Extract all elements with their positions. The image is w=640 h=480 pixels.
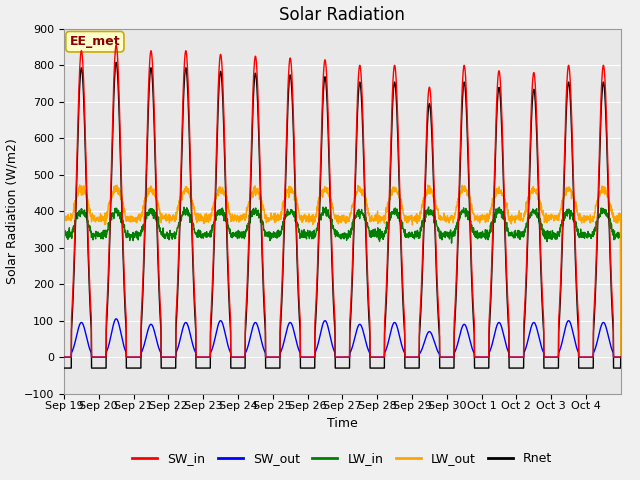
LW_in [617, 354, 625, 360]
LW_in [425, 204, 433, 210]
SW_out [542, 354, 550, 360]
SW_out [376, 354, 384, 360]
LW_out [376, 213, 384, 219]
Rnet [236, 365, 244, 371]
Legend: SW_in, SW_out, LW_in, LW_out, Rnet: SW_in, SW_out, LW_in, LW_out, Rnet [127, 447, 557, 470]
SW_in [542, 354, 550, 360]
Title: Solar Radiation: Solar Radiation [280, 6, 405, 24]
LW_out [116, 192, 124, 198]
SW_out [113, 316, 120, 322]
SW_in [236, 354, 244, 360]
LW_in [60, 232, 68, 238]
SW_out [510, 354, 518, 360]
Line: SW_in: SW_in [64, 45, 621, 357]
SW_out [609, 349, 617, 355]
Line: LW_in: LW_in [64, 207, 621, 357]
Rnet [510, 365, 518, 371]
SW_in [60, 354, 68, 360]
Rnet [542, 365, 550, 371]
SW_in [609, 313, 617, 319]
LW_in [236, 232, 244, 238]
SW_out [236, 354, 244, 360]
SW_in [376, 354, 384, 360]
LW_out [542, 218, 550, 224]
Rnet [116, 134, 124, 140]
X-axis label: Time: Time [327, 417, 358, 430]
LW_in [116, 214, 124, 219]
Rnet [617, 354, 625, 360]
LW_out [76, 182, 84, 188]
LW_in [542, 232, 550, 238]
LW_out [236, 216, 244, 222]
LW_out [510, 215, 518, 220]
SW_in [116, 119, 124, 124]
LW_in [609, 227, 617, 232]
SW_in [510, 354, 518, 360]
SW_in [113, 42, 120, 48]
SW_out [116, 325, 124, 331]
Rnet [113, 60, 120, 65]
LW_out [60, 214, 68, 220]
Text: EE_met: EE_met [70, 35, 120, 48]
SW_in [617, 354, 625, 360]
Line: SW_out: SW_out [64, 319, 621, 357]
LW_in [510, 231, 518, 237]
LW_in [376, 235, 383, 240]
Rnet [60, 365, 68, 371]
Line: LW_out: LW_out [64, 185, 621, 357]
Line: Rnet: Rnet [64, 62, 621, 368]
Y-axis label: Solar Radiation (W/m2): Solar Radiation (W/m2) [5, 138, 19, 284]
LW_out [617, 354, 625, 360]
Rnet [376, 365, 384, 371]
Rnet [609, 325, 617, 331]
SW_out [60, 354, 68, 360]
SW_out [617, 354, 625, 360]
LW_out [609, 215, 617, 220]
